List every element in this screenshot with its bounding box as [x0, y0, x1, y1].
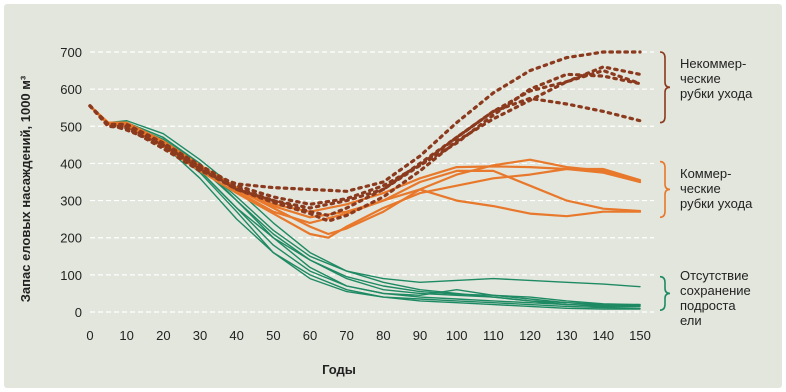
legend-bracket-orange — [659, 160, 671, 219]
y-tick-label: 100 — [60, 268, 82, 283]
legend-label-orange: ческие — [680, 181, 721, 196]
y-tick-label: 600 — [60, 82, 82, 97]
legend-label-orange: Коммер- — [680, 166, 731, 181]
legend-label-orange: рубки ухода — [680, 196, 753, 211]
y-tick-label: 300 — [60, 194, 82, 209]
x-tick-label: 20 — [156, 328, 170, 343]
orange-series-line — [88, 104, 642, 224]
chart-panel: 0 100 200 300 400 500 600 700 0 10 20 30 40 50 60 70 80… — [4, 4, 782, 388]
y-axis-title: Запас еловых насаждений, 1000 м³ — [18, 75, 33, 302]
x-tick-label: 10 — [119, 328, 133, 343]
x-tick-label: 80 — [376, 328, 390, 343]
dotted-series-line — [88, 65, 642, 217]
x-tick-label: 50 — [266, 328, 280, 343]
y-tick-label: 500 — [60, 119, 82, 134]
orange-series-line — [88, 104, 642, 219]
orange-series-line — [88, 104, 642, 239]
x-tick-label: 90 — [413, 328, 427, 343]
y-tick-label: 400 — [60, 156, 82, 171]
x-tick-label: 110 — [483, 328, 504, 343]
orange-series-line — [88, 104, 642, 213]
y-tick-labels: 0 100 200 300 400 500 600 700 — [60, 45, 82, 320]
y-tick-label: 200 — [60, 231, 82, 246]
legend-label-dotted: рубки ухода — [680, 86, 753, 101]
x-tick-label: 0 — [86, 328, 93, 343]
x-tick-label: 40 — [229, 328, 243, 343]
x-tick-label: 150 — [629, 328, 651, 343]
grid — [90, 51, 654, 313]
legend-bracket-dotted — [659, 51, 671, 124]
legend-label-green: подроста — [680, 298, 736, 313]
line-chart: 0 100 200 300 400 500 600 700 0 10 20 30 40 50 60 70 80… — [18, 45, 753, 377]
y-tick-label: 0 — [75, 305, 82, 320]
dotted-series-line — [88, 50, 642, 193]
y-tick-label: 700 — [60, 45, 82, 60]
x-tick-label: 30 — [193, 328, 207, 343]
series-lines — [88, 50, 642, 310]
x-axis-title: Годы — [322, 362, 356, 377]
dotted-series-line — [88, 72, 642, 206]
x-tick-label: 120 — [519, 328, 541, 343]
x-tick-label: 130 — [556, 328, 578, 343]
legend-bracket-green — [659, 275, 671, 311]
x-tick-label: 60 — [303, 328, 317, 343]
x-tick-label: 100 — [446, 328, 468, 343]
legend-label-green: ели — [680, 313, 702, 328]
dotted-series-line — [88, 96, 642, 210]
legend-label-dotted: ческие — [680, 71, 721, 86]
legend-label-dotted: Некоммер- — [680, 56, 746, 71]
x-tick-label: 70 — [339, 328, 353, 343]
legend-label-green: сохранение — [680, 283, 751, 298]
x-tick-label: 140 — [592, 328, 614, 343]
legend-label-green: Отсутствие — [680, 268, 749, 283]
x-tick-labels: 0 10 20 30 40 50 60 70 80 90 100 110 120 130 140 150 — [86, 328, 650, 343]
